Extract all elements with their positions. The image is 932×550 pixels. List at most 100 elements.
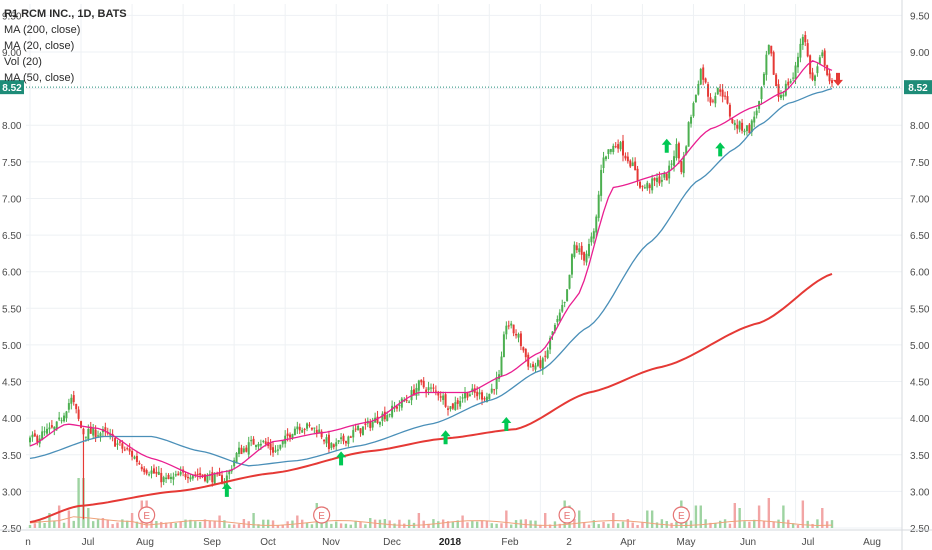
y-tick-label-left: 4.00 [2,414,22,425]
candle-body [471,388,474,392]
candle-body [609,149,612,152]
candle-body [811,72,814,80]
candle-body [169,476,172,480]
candle-body [816,66,819,74]
volume-bar [184,519,187,528]
volume-bar [106,519,109,528]
price-tag-left [0,80,24,95]
y-tick-label-right: 6.00 [910,268,930,279]
candle-body [327,434,330,450]
candle-body [172,476,175,480]
symbol-title[interactable]: R1 RCM INC., 1D, BATS [4,8,127,20]
candle-body [634,161,637,171]
volume-bar [782,505,785,528]
price-tag-right [904,80,932,95]
candle-body [621,140,624,156]
volume-bar [296,515,299,528]
volume-bar [72,520,75,528]
volume-bar [330,523,333,528]
candle-body [804,34,807,43]
candle-body [369,421,372,429]
candle-body [126,448,129,450]
candle-body [308,424,311,426]
candle-body [155,471,158,474]
candle-body [303,428,306,430]
candle-body [488,393,491,399]
candle-body [694,94,697,103]
candle-body [600,169,603,196]
candle-body [123,449,126,451]
candle-body [806,43,809,57]
candle-body [162,477,165,482]
volume-bar [393,523,396,528]
candle-body [675,144,678,159]
candle-body [257,444,260,447]
volume-bar [232,524,236,528]
candle-body [255,444,258,448]
candle-body [157,471,160,475]
volume-bar [743,521,746,528]
candle-body [33,433,36,437]
candle-body [580,245,583,255]
y-tick-label-right: 3.00 [910,487,930,498]
candle-body [665,173,668,181]
candle-body [760,87,763,100]
candle-body [592,231,595,239]
candle-body [31,434,34,438]
candle-body [716,87,719,95]
x-axis[interactable]: n Jul Aug Sep Oct Nov Dec 2018 Feb 2 Apr May Jun Jul A… [0,529,932,548]
candle-body [184,473,187,478]
candle-body [259,443,262,446]
candle-body [714,95,717,104]
candle-body [434,390,437,392]
candle-body [313,427,316,429]
volume-bar [252,513,255,528]
candle-body [318,429,321,433]
volume-bar [777,519,780,528]
candle-body [196,473,199,476]
candle-body [568,274,571,289]
candle-body [626,156,629,162]
candle-body [770,45,773,54]
candle-body [753,116,756,123]
candle-body [541,358,544,370]
candle-body [340,437,343,440]
legend-ma20[interactable]: MA (20, close) [4,40,75,52]
volume-bar [471,521,474,528]
candle-body [466,392,469,398]
candle-body [376,416,379,423]
volume-bar [762,520,766,528]
candle-body [461,397,464,399]
volume-bar [383,519,387,528]
volume-bar [592,520,596,528]
legend-ma50[interactable]: MA (50, close) [4,72,75,84]
y-tick-label-left: 6.00 [2,268,22,279]
volume-bar [602,521,605,528]
candle-body [777,84,780,97]
candle-body [529,366,532,368]
candle-body [323,439,326,442]
candle-body [442,395,445,401]
candle-body [685,146,688,155]
x-tick-label: Jun [740,537,756,548]
candle-body [94,429,97,438]
candle-body [281,440,284,445]
y-tick-label-left: 8.00 [2,121,22,132]
candle-body [490,388,493,393]
candle-body [293,428,296,436]
volume-bar [101,518,105,528]
candle-body [813,75,816,81]
ma20-line [29,60,833,478]
candle-body [174,474,177,476]
volume-bar [223,520,226,528]
legend-vol[interactable]: Vol (20) [4,56,42,68]
candle-body [631,162,634,167]
volume-bar [33,523,37,528]
legend-ma200[interactable]: MA (200, close) [4,24,81,36]
volume-bar [485,520,489,528]
candle-body [733,122,736,126]
up-arrow-icon [501,417,512,432]
candle-body [566,289,569,302]
up-arrow-icon [715,142,726,157]
